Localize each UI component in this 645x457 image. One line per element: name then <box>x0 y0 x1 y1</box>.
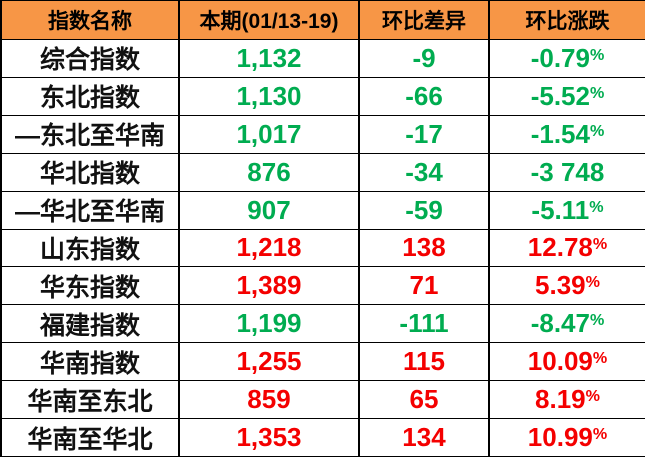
table-row: 综合指数 1,132 -9 -0.79% <box>0 39 645 78</box>
mom-diff-cell: -66 <box>358 76 490 116</box>
percent-sign: % <box>589 197 604 216</box>
current-period-cell: 907 <box>178 190 360 230</box>
percent-sign: % <box>592 235 608 254</box>
percent-sign: % <box>592 348 608 367</box>
percent-sign: % <box>592 424 608 443</box>
current-period-cell: 1,255 <box>178 342 360 382</box>
index-name-cell: 东北指数 <box>0 76 180 116</box>
column-header-mom-change: 环比涨跌 <box>488 0 645 40</box>
mom-change-cell: 5.39% <box>488 266 645 306</box>
table-row: 山东指数 1,218 138 12.78% <box>0 228 645 268</box>
mom-diff-cell: -9 <box>358 39 490 78</box>
percent-sign: % <box>589 83 605 102</box>
mom-diff-cell: -111 <box>358 304 490 344</box>
current-period-cell: 1,130 <box>178 76 360 116</box>
index-name-cell: 华南至华北 <box>0 418 180 457</box>
index-name-cell: —华北至华南 <box>0 190 180 230</box>
mom-diff-cell: -34 <box>358 152 490 192</box>
current-period-cell: 1,199 <box>178 304 360 344</box>
index-name-cell: 华南指数 <box>0 342 180 382</box>
mom-change-cell: -3 748 <box>488 152 645 192</box>
mom-change-cell: -0.79% <box>488 39 645 78</box>
table-row: 东北指数 1,130 -66 -5.52% <box>0 76 645 116</box>
table-header: 指数名称 本期(01/13-19) 环比差异 环比涨跌 <box>0 0 645 40</box>
mom-diff-cell: 134 <box>358 418 490 457</box>
mom-change-cell: -5.52% <box>488 76 645 116</box>
column-header-current-period: 本期(01/13-19) <box>178 0 360 40</box>
index-table-body: 综合指数 1,132 -9 -0.79% 东北指数 1,130 -66 -5.52% —东北至华… <box>0 39 645 457</box>
current-period-cell: 1,218 <box>178 228 360 268</box>
mom-diff-cell: 115 <box>358 342 490 382</box>
current-period-cell: 1,353 <box>178 418 360 457</box>
mom-diff-cell: -17 <box>358 114 490 154</box>
table-row: 华南指数 1,255 115 10.09% <box>0 342 645 382</box>
index-name-cell: 华东指数 <box>0 266 180 306</box>
mom-change-cell: 8.19% <box>488 380 645 420</box>
mom-change-cell: 10.09% <box>488 342 645 382</box>
mom-diff-cell: 71 <box>358 266 490 306</box>
index-name-cell: 华北指数 <box>0 152 180 192</box>
index-name-cell: 综合指数 <box>0 39 180 78</box>
mom-diff-cell: 138 <box>358 228 490 268</box>
mom-change-cell: 12.78% <box>488 228 645 268</box>
table-row: 华北指数 876 -34 -3 748 <box>0 152 645 192</box>
current-period-cell: 1,389 <box>178 266 360 306</box>
header-row: 指数名称 本期(01/13-19) 环比差异 环比涨跌 <box>0 0 645 40</box>
mom-change-cell: 10.99% <box>488 418 645 457</box>
mom-diff-cell: -59 <box>358 190 490 230</box>
percent-sign: % <box>585 273 600 292</box>
percent-sign: % <box>589 311 605 330</box>
index-name-cell: 华南至东北 <box>0 380 180 420</box>
percent-sign: % <box>589 45 605 64</box>
mom-change-cell: -8.47% <box>488 304 645 344</box>
table-row: 华东指数 1,389 71 5.39% <box>0 266 645 306</box>
table-row: —东北至华南 1,017 -17 -1.54% <box>0 114 645 154</box>
current-period-cell: 859 <box>178 380 360 420</box>
percent-sign: % <box>585 386 600 405</box>
current-period-cell: 1,132 <box>178 39 360 78</box>
current-period-cell: 1,017 <box>178 114 360 154</box>
percent-sign: % <box>589 121 605 140</box>
column-header-index-name: 指数名称 <box>0 0 180 40</box>
mom-change-cell: -5.11% <box>488 190 645 230</box>
table-row: —华北至华南 907 -59 -5.11% <box>0 190 645 230</box>
index-name-cell: 山东指数 <box>0 228 180 268</box>
index-name-cell: 福建指数 <box>0 304 180 344</box>
table-row: 福建指数 1,199 -111 -8.47% <box>0 304 645 344</box>
index-name-cell: —东北至华南 <box>0 114 180 154</box>
table-row: 华南至东北 859 65 8.19% <box>0 380 645 420</box>
mom-change-cell: -1.54% <box>488 114 645 154</box>
table-row: 华南至华北 1,353 134 10.99% <box>0 418 645 457</box>
mom-diff-cell: 65 <box>358 380 490 420</box>
current-period-cell: 876 <box>178 152 360 192</box>
column-header-mom-diff: 环比差异 <box>358 0 490 40</box>
